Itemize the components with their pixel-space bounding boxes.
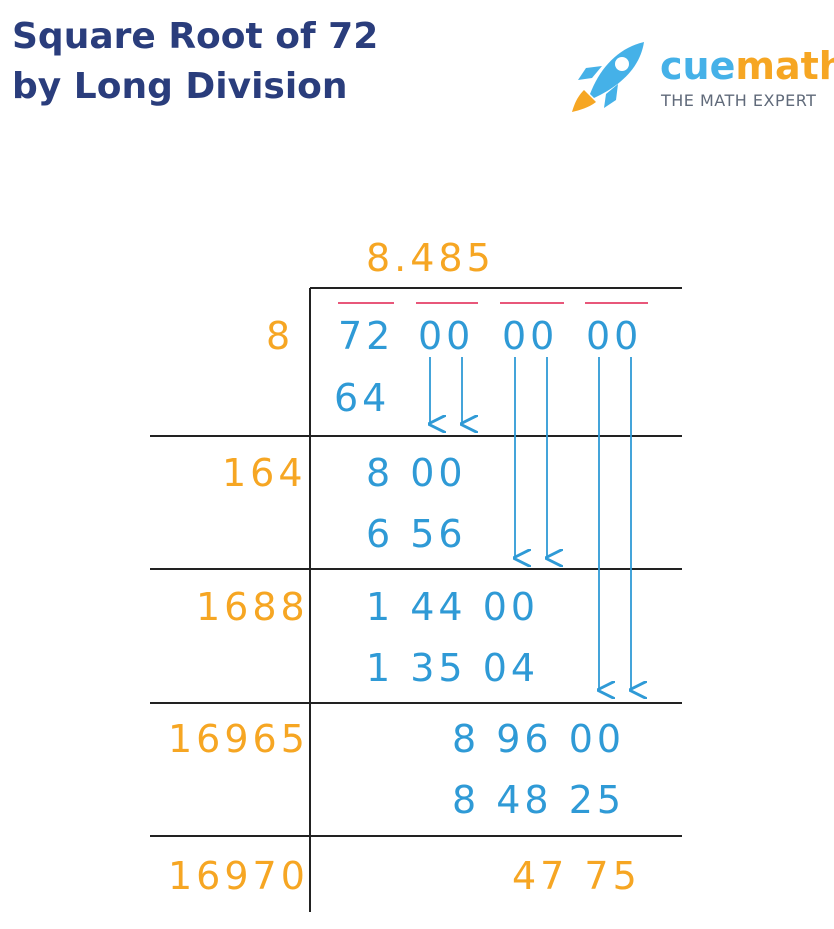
dividend-pair: 00 <box>418 314 475 358</box>
brand-tagline: THE MATH EXPERT <box>661 91 817 110</box>
remainder: 8 96 00 <box>452 717 626 761</box>
divisor: 164 <box>222 451 307 495</box>
dividend-pair: 00 <box>502 314 559 358</box>
cuemath-logo: cuemath THE MATH EXPERT <box>570 38 834 118</box>
quotient: 8.485 <box>366 236 495 280</box>
subtrahend: 64 <box>334 376 391 420</box>
title-line-1: Square Root of 72 <box>12 16 379 57</box>
divisor: 16970 <box>168 854 309 898</box>
dividend-pair: 00 <box>586 314 643 358</box>
remainder: 8 00 <box>366 451 467 495</box>
page-title: Square Root of 72 by Long Division <box>12 12 378 112</box>
remainder: 1 44 00 <box>366 585 540 629</box>
subtrahend: 6 56 <box>366 512 467 556</box>
title-line-2: by Long Division <box>12 66 348 107</box>
brand-math: math <box>735 44 834 88</box>
final-remainder: 47 75 <box>512 854 641 898</box>
brand-cue: cue <box>660 44 736 88</box>
rocket-icon <box>572 42 644 112</box>
dividend-pair: 72 <box>338 314 395 358</box>
subtrahend: 1 35 04 <box>366 646 540 690</box>
divisor: 16965 <box>168 717 309 761</box>
divisor: 8 <box>266 314 295 358</box>
brand-name: cuemath <box>660 44 834 88</box>
subtrahend: 8 48 25 <box>452 778 626 822</box>
divisor: 1688 <box>196 585 309 629</box>
